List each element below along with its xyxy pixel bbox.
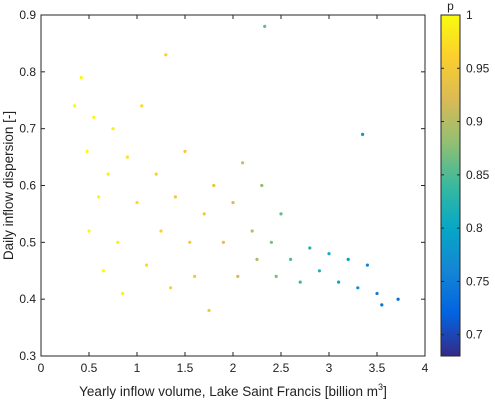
scatter-point [173, 195, 177, 199]
scatter-point [279, 212, 283, 216]
scatter-point [396, 297, 400, 301]
x-axis-label: Yearly inflow volume, Lake Saint Francis… [79, 382, 387, 399]
scatter-point [346, 257, 350, 261]
scatter-point [140, 104, 144, 108]
y-tick-label: 0.5 [19, 235, 36, 249]
y-tick-label: 0.9 [19, 8, 36, 22]
x-tick-label: 3.5 [369, 361, 386, 375]
scatter-point [250, 229, 254, 233]
scatter-point [121, 291, 125, 296]
colorbar-tick-label: 1 [466, 8, 473, 22]
scatter-point [274, 274, 278, 278]
scatter-point [260, 183, 264, 188]
scatter-point [87, 229, 91, 233]
scatter-point [361, 132, 365, 136]
scatter-point [135, 201, 139, 205]
colorbar-tick-label: 0.85 [466, 168, 490, 182]
scatter-point [269, 240, 273, 244]
scatter-point [193, 274, 197, 278]
x-tick-label: 2.5 [273, 361, 290, 375]
scatter-point [106, 172, 110, 176]
colorbar-title: p [447, 0, 454, 13]
colorbar-tick-label: 0.8 [466, 221, 483, 235]
scatter-point [73, 104, 77, 108]
scatter-point [79, 75, 83, 80]
scatter-point [308, 246, 312, 250]
scatter-point [183, 149, 187, 153]
scatter-point [169, 286, 173, 290]
scatter-point [255, 257, 259, 261]
scatter-point [202, 212, 206, 216]
scatter-points [73, 24, 400, 313]
scatter-point [365, 263, 369, 267]
scatter-point [289, 257, 293, 261]
scatter-point [231, 201, 235, 205]
scatter-point [159, 229, 163, 233]
y-axis-ticks: 0.3 0.4 0.5 0.6 0.7 0.8 0.9 [19, 8, 425, 363]
colorbar-tick-label: 0.9 [466, 115, 483, 129]
y-tick-label: 0.6 [19, 179, 36, 193]
y-tick-label: 0.7 [19, 122, 36, 136]
scatter-point [101, 269, 105, 273]
x-tick-label: 3 [326, 361, 333, 375]
scatter-point [212, 183, 216, 188]
scatter-point [154, 172, 158, 176]
colorbar-tick-label: 0.75 [466, 274, 490, 288]
scatter-point [164, 53, 168, 57]
scatter-point [92, 115, 96, 119]
scatter-point [375, 291, 379, 296]
scatter-point [356, 286, 360, 290]
y-axis-label: Daily inflow dispersion [-] [1, 111, 16, 260]
scatter-point [298, 280, 302, 284]
scatter-point [207, 308, 211, 313]
x-tick-label: 4 [422, 361, 429, 375]
colorbar-ticks: 0.7 0.75 0.8 0.85 0.9 0.95 1 [441, 8, 490, 342]
colorbar-tick-label: 0.95 [466, 61, 490, 75]
scatter-point [236, 274, 240, 278]
scatter-point [111, 127, 115, 131]
scatter-point [145, 263, 149, 267]
scatter-point [221, 240, 225, 244]
colorbar [440, 14, 461, 357]
x-axis-ticks: 0 0.5 1 1.5 2 2.5 3 3.5 4 [38, 15, 429, 375]
y-tick-label: 0.8 [19, 65, 36, 79]
x-tick-label: 0.5 [81, 361, 98, 375]
scatter-point [116, 240, 120, 244]
scatter-point [380, 303, 384, 307]
plot-area-frame [40, 14, 426, 357]
scatter-point [241, 161, 245, 165]
scatter-point [97, 195, 101, 199]
scatter-point [317, 269, 321, 273]
x-tick-label: 1.5 [177, 361, 194, 375]
y-tick-label: 0.3 [19, 349, 36, 363]
y-tick-label: 0.4 [19, 292, 36, 306]
scatter-point [263, 24, 267, 28]
colorbar-tick-label: 0.7 [466, 328, 483, 342]
x-tick-label: 2 [230, 361, 237, 375]
x-tick-label: 0 [38, 361, 45, 375]
x-tick-label: 1 [134, 361, 141, 375]
scatter-point [337, 280, 341, 284]
scatter-point [85, 149, 89, 153]
scatter-point [125, 155, 129, 159]
scatter-point [327, 252, 331, 256]
scatter-point [188, 240, 192, 244]
